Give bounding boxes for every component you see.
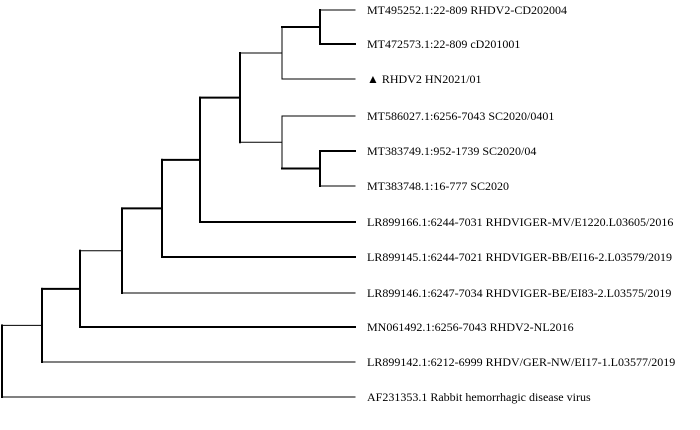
leaf-label-l11: LR899142.1:6212-6999 RHDV/GER-NW/EI17-1.…: [367, 355, 675, 369]
leaf-label-l5: MT383749.1:952-1739 SC2020/04: [367, 144, 536, 158]
leaf-label-l7: LR899166.1:6244-7031 RHDVIGER-MV/E1220.L…: [367, 215, 673, 229]
leaf-label-l1: MT495252.1:22-809 RHDV2-CD202004: [367, 3, 567, 17]
leaf-label-l10: MN061492.1:6256-7043 RHDV2-NL2016: [367, 320, 574, 334]
leaf-label-l4: MT586027.1:6256-7043 SC2020/0401: [367, 109, 554, 123]
leaf-label-l9: LR899146.1:6247-7034 RHDVIGER-BE/EI83-2.…: [367, 286, 671, 300]
leaf-label-l8: LR899145.1:6244-7021 RHDVIGER-BB/EI16-2.…: [367, 250, 672, 264]
leaf-label-l12: AF231353.1 Rabbit hemorrhagic disease vi…: [367, 390, 591, 404]
leaf-label-l2: MT472573.1:22-809 cD201001: [367, 37, 520, 51]
leaf-labels: MT495252.1:22-809 RHDV2-CD202004 MT472573…: [367, 3, 675, 404]
leaf-label-l3: ▲ RHDV2 HN2021/01: [367, 72, 482, 86]
leaf-label-l6: MT383748.1:16-777 SC2020: [367, 179, 509, 193]
tree-branches: [1, 9, 356, 398]
